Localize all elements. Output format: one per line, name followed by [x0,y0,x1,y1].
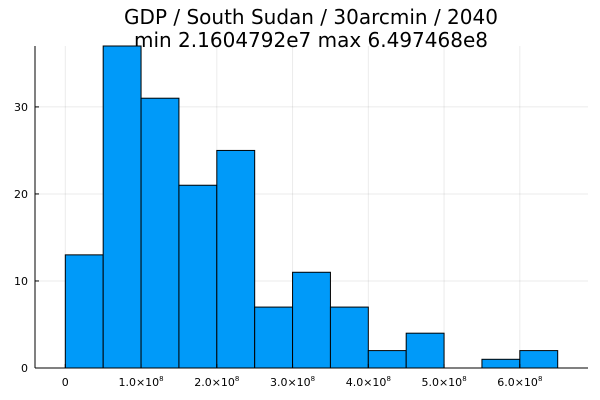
y-tick-label: 20 [14,188,28,201]
y-tick-label: 10 [14,275,28,288]
histogram-bar [367,350,407,369]
x-tick-label: 3.0×108 [270,375,315,389]
y-tick-label: 30 [14,101,28,114]
chart-title: GDP / South Sudan / 30arcmin / 2040 [124,5,498,29]
histogram-bar [481,358,521,369]
y-axis-ticks: 0 10 20 30 [14,101,39,375]
histogram-bar [329,306,369,369]
y-tick-label: 0 [21,362,28,375]
histogram-bar [140,97,180,369]
histogram-bar [405,332,445,369]
x-tick-label: 6.0×108 [497,375,542,389]
histogram-bar [64,254,104,369]
x-tick-label: 1.0×108 [118,375,163,389]
axes [34,46,588,369]
histogram-bar [102,45,142,369]
histogram-bars [64,45,559,369]
x-axis-ticks: 0 1.0×108 2.0×108 3.0×108 4.0×108 5.0×108 6.0×… [62,364,542,389]
histogram-bar [216,149,256,369]
chart-subtitle: min 2.1604792e7 max 6.497468e8 [134,28,488,52]
histogram-bar [519,350,559,369]
x-tick-label: 4.0×108 [346,375,391,389]
x-tick-label: 0 [62,376,69,389]
histogram-bar [292,271,331,369]
histogram-bar [254,306,294,369]
x-tick-label: 5.0×108 [421,375,466,389]
histogram-bar [178,184,218,369]
x-tick-label: 2.0×108 [194,375,239,389]
